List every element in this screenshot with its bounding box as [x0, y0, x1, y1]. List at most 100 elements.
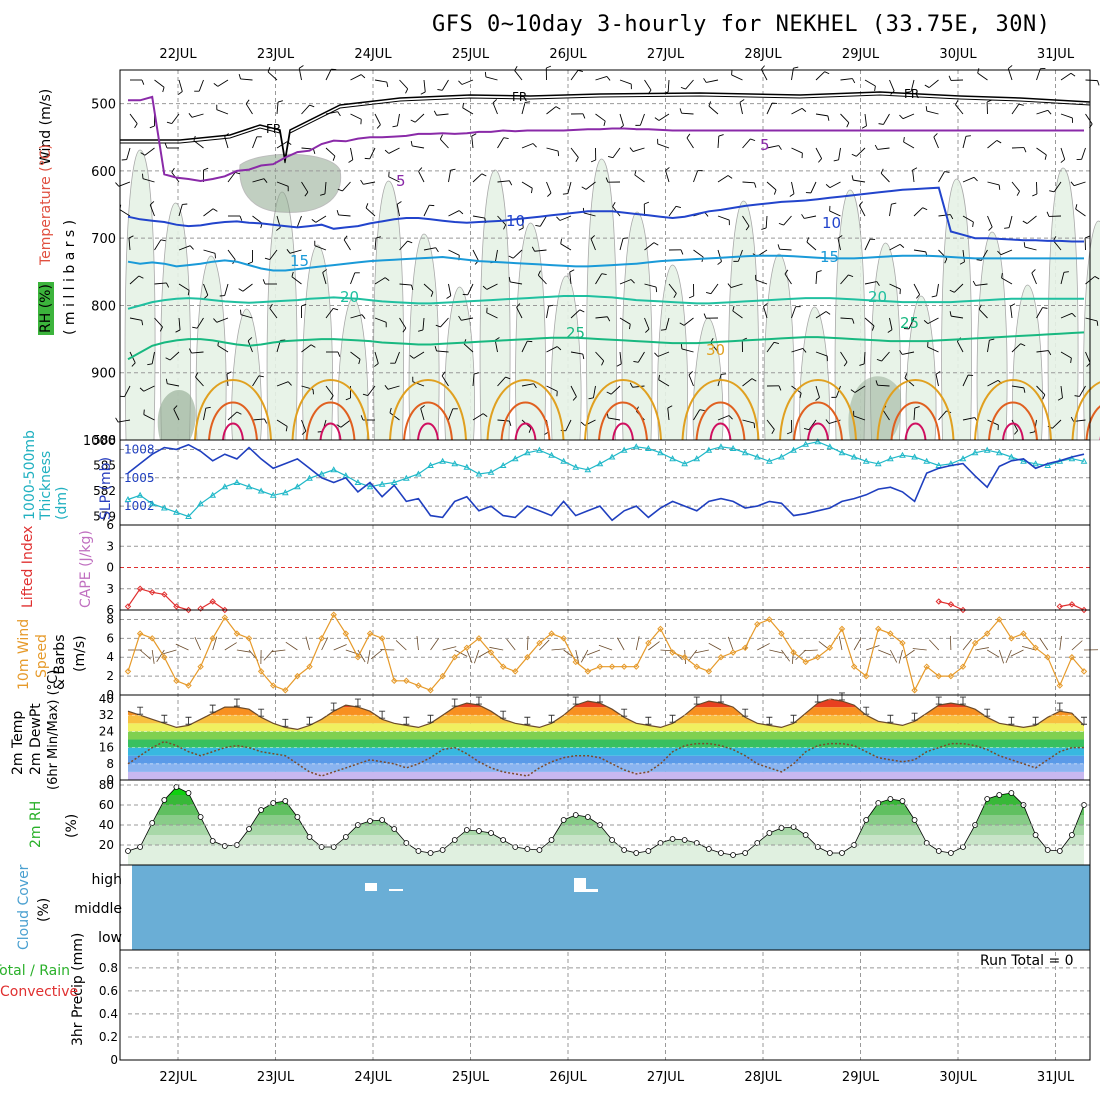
wind-barb-flag — [1046, 211, 1050, 217]
wind-barb-shaft — [619, 79, 632, 85]
wind-barb-shaft — [1011, 343, 1021, 353]
wind-barb-shaft — [1060, 72, 1072, 81]
wind-barb-shaft — [167, 383, 180, 387]
rh-band — [128, 815, 1084, 825]
wind-barb-shaft — [595, 351, 605, 362]
wind-barb-flag — [1018, 103, 1024, 106]
wind-barb-shaft — [350, 147, 354, 160]
wind-barb — [717, 175, 733, 183]
rh-point — [391, 826, 398, 832]
wind-barb — [717, 215, 730, 226]
wind-barb-shaft — [853, 415, 866, 421]
wind-barb-flag — [310, 344, 316, 348]
wind-barb-shaft — [570, 309, 581, 319]
temp-minmax-marker — [306, 716, 313, 725]
wind-barb-shaft — [706, 79, 719, 83]
wind-barb-shaft — [144, 147, 155, 156]
wind-speed-point — [657, 625, 664, 633]
wind-barb — [227, 171, 241, 183]
wind-speed-point — [499, 663, 507, 670]
wind-barb — [616, 351, 622, 367]
rh-point — [197, 814, 204, 820]
wind-barb-shaft — [367, 385, 376, 396]
wind-barb-flag — [337, 111, 341, 117]
wind-barb — [933, 133, 939, 149]
wind-barb — [644, 283, 658, 293]
temperature-contour — [291, 379, 370, 441]
wind-barb-flag — [761, 227, 767, 230]
day-label-top: 22JUL — [159, 47, 197, 62]
wind-barb — [360, 179, 376, 185]
thickness-point — [959, 455, 967, 462]
wind-barb-shaft — [1026, 215, 1037, 224]
wind-barb-flag — [590, 159, 596, 163]
wind-barb — [362, 385, 376, 397]
wind-barb-flag — [771, 429, 775, 434]
wind-barb-shaft — [590, 238, 596, 251]
thickness-point — [427, 461, 434, 468]
wind-barb — [384, 147, 400, 154]
rh-point — [572, 812, 579, 818]
wind-speed-point — [705, 668, 713, 675]
wind-barb-flag — [705, 291, 712, 295]
lifted-index-point — [1068, 601, 1076, 608]
wind-barb-flag — [801, 214, 805, 219]
wind-barb — [1085, 317, 1099, 326]
wind-barb-flag — [972, 221, 974, 228]
wind10m-barb — [890, 649, 898, 663]
wind-barb-shaft — [191, 351, 204, 354]
wind-barb-shaft — [414, 113, 425, 123]
wind-barb-flag — [912, 167, 918, 171]
wind-barb-flag — [949, 311, 952, 317]
temp-minmax-marker — [258, 708, 265, 717]
wind-barb-shaft — [987, 215, 993, 228]
wind-barb-shaft — [864, 113, 867, 126]
wind-barb-shaft — [829, 181, 841, 189]
rh-point — [488, 830, 494, 836]
wind-barb-flag — [301, 303, 307, 307]
wind-barb-flag — [753, 423, 756, 429]
wind-speed-point — [1056, 682, 1064, 689]
wind-barb — [595, 351, 605, 366]
rh-point — [246, 826, 252, 832]
temp-minmax-marker — [959, 696, 966, 705]
wind-barb — [301, 344, 316, 353]
wind-barb-shaft — [686, 137, 694, 149]
wind-barb-flag — [732, 305, 735, 312]
wind-speed-point — [1080, 668, 1088, 675]
wind-barb-shaft — [178, 283, 190, 291]
wind10m-barb — [333, 644, 347, 651]
wind-barb — [840, 113, 850, 128]
wind-barb-shaft — [742, 181, 755, 184]
wind-barb-shaft — [173, 409, 180, 421]
wind-barb — [935, 371, 941, 387]
wind-speed-point — [161, 654, 168, 661]
wind-barb — [399, 79, 409, 94]
wind-barb-flag — [887, 329, 893, 333]
lifted-index-point — [1056, 603, 1064, 610]
wind-barb-flag — [933, 133, 938, 138]
wind-barb — [418, 167, 425, 183]
minmax-axis-label: (6hr Min/Max) (°C) — [46, 669, 61, 790]
wind-barb-shaft — [681, 112, 694, 115]
wind-barb-shaft — [314, 245, 327, 251]
wind-barb-flag — [1022, 220, 1028, 224]
rh-point — [681, 837, 688, 843]
temp-band — [128, 731, 1084, 740]
wind-barb-flag — [588, 397, 594, 400]
panel-frame — [119, 609, 1091, 696]
wind-barb-shaft — [440, 317, 449, 328]
wind-barb-shaft — [1024, 246, 1037, 251]
thickness-point — [717, 443, 725, 450]
wind-barb-flag — [763, 303, 768, 307]
wind-barb-shaft — [954, 283, 964, 293]
wind-speed-point — [257, 668, 265, 675]
rh-point — [306, 834, 313, 840]
panel-frame — [119, 949, 1091, 1061]
wind-barb-flag — [407, 240, 413, 244]
thickness-point — [1032, 460, 1039, 467]
temperature-contour — [779, 379, 857, 441]
wind-barb-shaft — [962, 417, 975, 421]
rh-shade-region — [657, 264, 688, 441]
wind10m-barb — [430, 638, 439, 651]
